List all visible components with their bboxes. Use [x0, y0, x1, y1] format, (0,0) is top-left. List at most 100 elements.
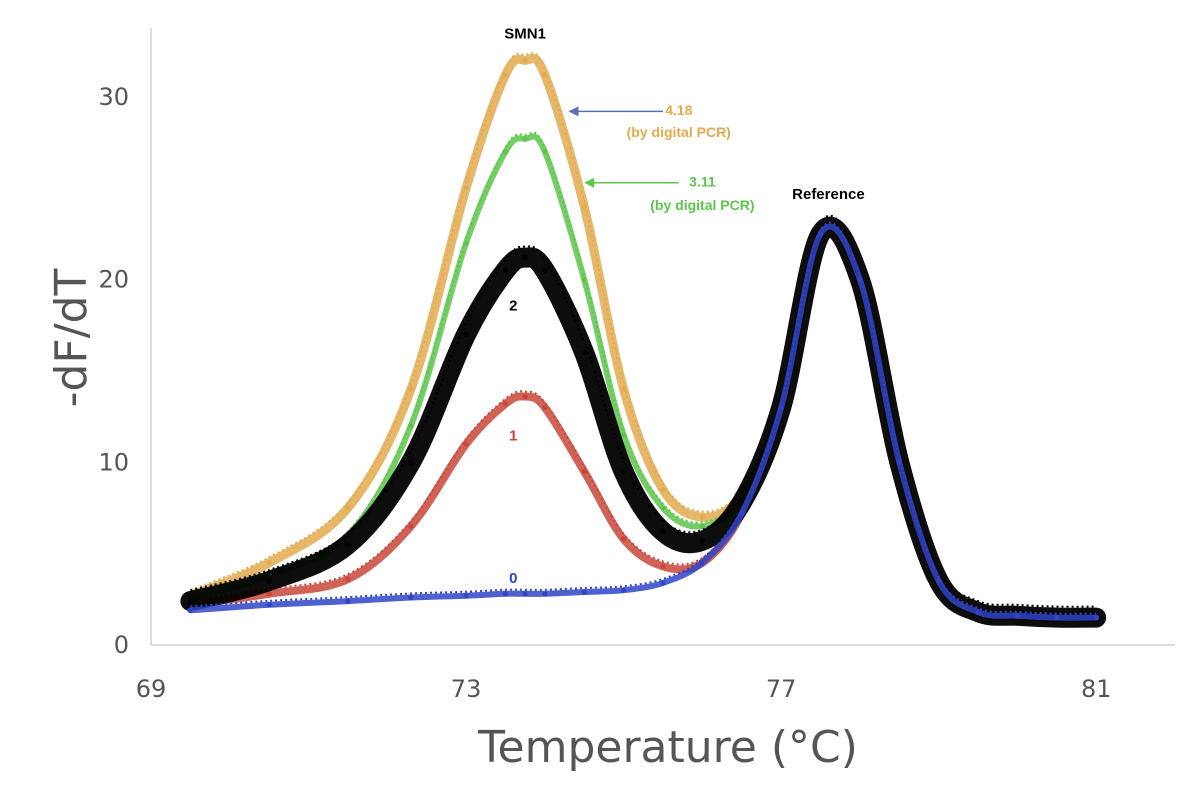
data-point: [266, 591, 272, 597]
y-axis-title: -dF/dT: [46, 269, 97, 408]
data-point: [408, 594, 414, 601]
annotation-labels: SMN1 Reference 4.18 (by digital PCR) 3.11 (by…: [504, 25, 864, 587]
data-point: [699, 514, 705, 520]
data-point: [660, 563, 666, 570]
data-point: [660, 487, 666, 493]
data-point: [502, 149, 509, 155]
data-point: [542, 404, 548, 411]
data-point: [522, 136, 528, 142]
data-point: [581, 468, 587, 475]
data-point: [857, 276, 863, 283]
series-replicate-line: [190, 221, 1097, 615]
y-tick-labels: 0 10 20 30: [98, 83, 129, 659]
data-point: [542, 72, 548, 78]
data-point: [502, 591, 509, 597]
y-tick-label: 30: [98, 83, 129, 111]
x-tick-label: 81: [1081, 675, 1112, 703]
data-point: [345, 541, 351, 548]
data-point: [266, 602, 272, 608]
x-tick-label: 77: [766, 675, 797, 703]
data-point: [1054, 614, 1060, 621]
data-point: [463, 441, 469, 447]
data-point: [581, 276, 587, 283]
data-point: [542, 149, 548, 155]
data-point: [345, 505, 351, 511]
copy-3-value: 3.11: [689, 173, 716, 189]
data-point: [1093, 614, 1099, 621]
data-point: [408, 423, 414, 429]
x-axis-title: Temperature (°C): [477, 722, 858, 773]
series-replicate-line: [190, 220, 1097, 614]
data-point: [463, 185, 469, 191]
data-point: [975, 609, 981, 615]
data-point: [739, 510, 745, 517]
data-point: [1014, 613, 1021, 619]
data-point: [739, 499, 745, 506]
data-point: [660, 529, 666, 535]
y-tick-label: 0: [114, 631, 129, 659]
data-point: [187, 607, 193, 613]
data-point: [581, 589, 587, 595]
axes: [150, 28, 1175, 646]
data-point: [502, 267, 509, 274]
arrow-3-11: [584, 177, 679, 188]
data-point: [699, 560, 705, 566]
reference-peak-label: Reference: [792, 186, 865, 203]
copy-0-label: 0: [509, 570, 517, 587]
data-point: [542, 267, 548, 274]
series-group: [180, 51, 1107, 628]
data-point: [463, 593, 469, 599]
copy-1-label: 1: [509, 427, 517, 444]
data-point: [266, 578, 272, 584]
data-point: [621, 587, 627, 593]
x-tick-labels: 69 73 77 81: [136, 675, 1112, 703]
data-point: [581, 350, 587, 356]
x-tick-label: 69: [136, 675, 167, 703]
data-point: [660, 505, 666, 511]
copy-4-value: 4.18: [665, 102, 692, 118]
smn1-peak-label: SMN1: [504, 25, 546, 42]
series-line: [187, 133, 1100, 621]
y-tick-label: 10: [98, 448, 129, 476]
data-point: [699, 538, 705, 544]
data-point: [502, 401, 509, 407]
x-tick-label: 73: [451, 675, 482, 703]
data-point: [817, 231, 824, 237]
series-replicate-line: [190, 131, 1097, 615]
copy-3-method: (by digital PCR): [650, 197, 754, 213]
data-point: [463, 240, 469, 246]
data-point: [522, 591, 528, 597]
data-point: [621, 468, 627, 475]
y-tick-label: 20: [98, 266, 129, 294]
data-point: [621, 386, 627, 392]
data-point: [522, 255, 528, 261]
data-point: [345, 598, 351, 604]
series-copy-0: [187, 221, 1100, 621]
data-point: [463, 331, 469, 337]
data-point: [621, 432, 627, 438]
data-point: [408, 459, 414, 465]
data-point: [502, 72, 509, 78]
data-point: [522, 57, 528, 63]
data-point: [699, 523, 705, 529]
series-line: [185, 53, 1101, 623]
data-point: [936, 578, 942, 584]
copy-2-label: 2: [509, 298, 517, 315]
data-point: [187, 598, 193, 604]
arrow-head: [584, 177, 595, 188]
data-point: [896, 459, 902, 465]
data-point: [542, 591, 548, 597]
data-point: [621, 536, 627, 542]
annotation-arrows: [568, 106, 679, 188]
data-point: [345, 576, 351, 582]
series-copy-3-11: [187, 131, 1100, 621]
arrow-head: [568, 106, 579, 117]
data-point: [522, 393, 528, 400]
data-point: [581, 203, 587, 210]
data-point: [660, 580, 666, 586]
data-point: [408, 523, 414, 529]
data-point: [266, 560, 272, 566]
copy-4-method: (by digital PCR): [627, 124, 731, 140]
data-point: [408, 386, 414, 392]
